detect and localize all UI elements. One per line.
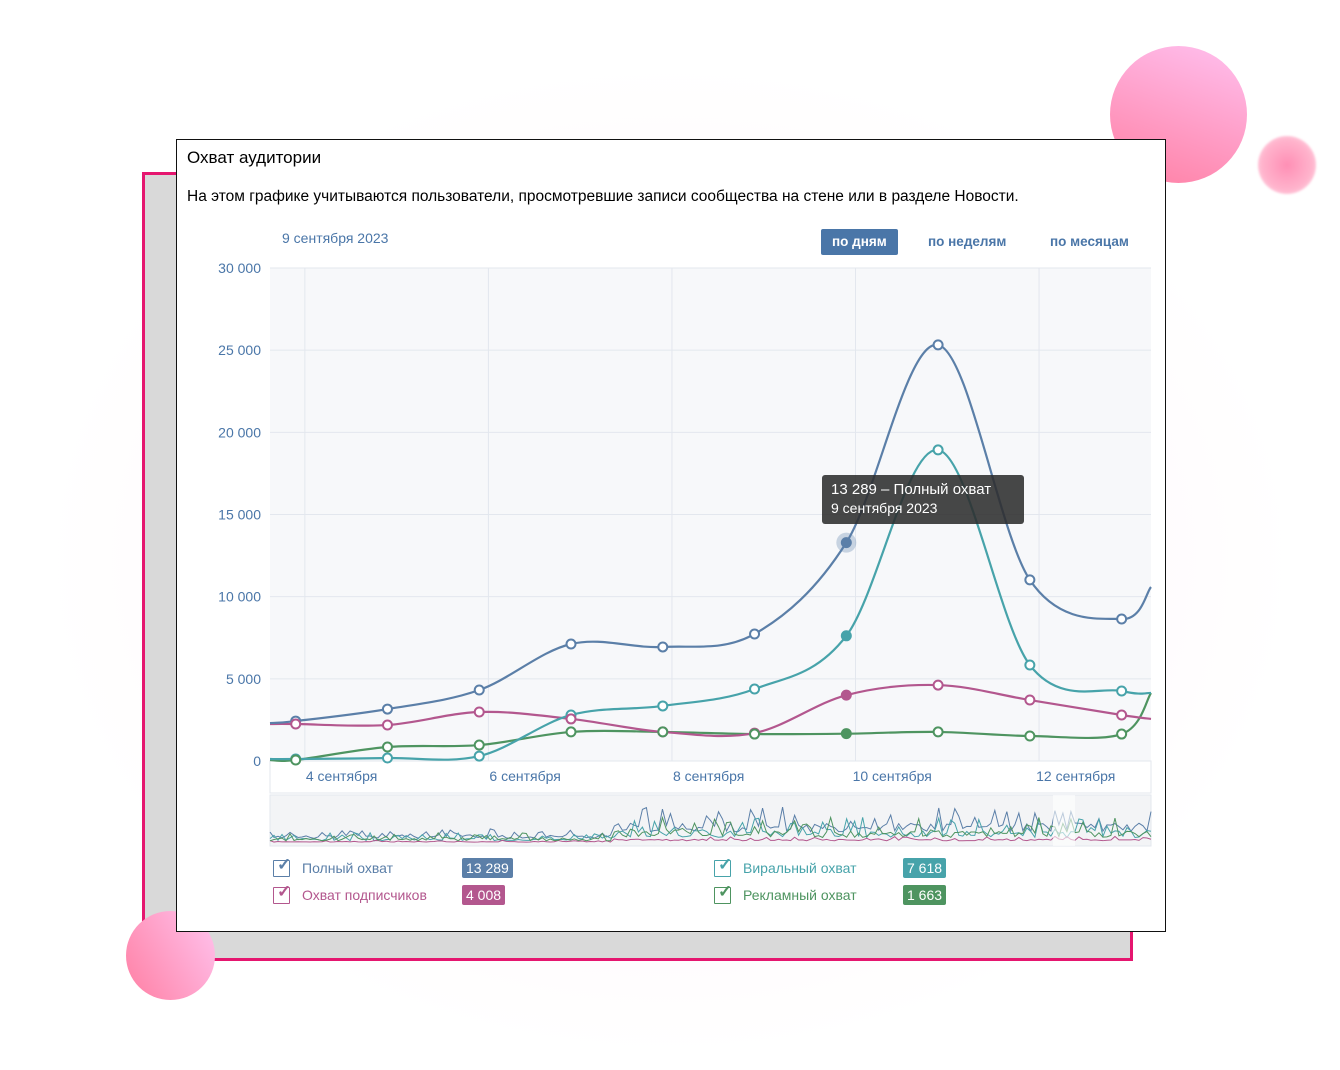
- data-point[interactable]: [840, 537, 852, 549]
- legend-checkbox[interactable]: ✓: [714, 882, 732, 904]
- data-point[interactable]: [1024, 730, 1036, 742]
- x-axis-band: [269, 760, 1152, 794]
- data-point[interactable]: [840, 630, 852, 642]
- legend-checkbox[interactable]: ✓: [714, 855, 732, 877]
- selected-date: 9 сентября 2023: [282, 230, 389, 246]
- legend-checkbox[interactable]: ✓: [273, 882, 291, 904]
- data-point[interactable]: [381, 703, 393, 715]
- data-point[interactable]: [1024, 694, 1036, 706]
- y-tick-label: 5 000: [226, 671, 261, 687]
- navigator-line: [269, 806, 1152, 840]
- data-point[interactable]: [565, 713, 577, 725]
- legend-label: Полный охват: [302, 860, 394, 876]
- tooltip-date: 9 сентября 2023: [831, 500, 938, 516]
- period-months-button[interactable]: по месяцам: [1050, 234, 1129, 249]
- x-tick-label: 10 сентября: [853, 768, 932, 784]
- navigator-line: [269, 815, 1152, 842]
- data-point[interactable]: [473, 739, 485, 751]
- data-point[interactable]: [840, 689, 852, 701]
- check-icon: ✓: [718, 854, 733, 874]
- legend-item[interactable]: ✓ Охват подписчиков 4 008: [273, 882, 506, 905]
- data-point[interactable]: [473, 706, 485, 718]
- card-title: Охват аудитории: [187, 148, 322, 167]
- legend-item[interactable]: ✓ Полный охват 13 289: [273, 855, 513, 878]
- tooltip-value: 13 289 – Полный охват: [831, 481, 992, 498]
- y-tick-label: 10 000: [218, 589, 261, 605]
- data-point[interactable]: [1116, 685, 1128, 697]
- data-point[interactable]: [932, 726, 944, 738]
- period-weeks-button[interactable]: по неделям: [928, 234, 1007, 249]
- data-point[interactable]: [657, 726, 669, 738]
- x-tick-label: 6 сентября: [489, 768, 560, 784]
- data-point[interactable]: [565, 638, 577, 650]
- data-point[interactable]: [1024, 659, 1036, 671]
- x-tick-label: 12 сентября: [1036, 768, 1115, 784]
- legend-label: Охват подписчиков: [302, 887, 427, 903]
- check-icon: ✓: [277, 854, 292, 874]
- legend-item[interactable]: ✓ Рекламный охват 1 663: [714, 882, 947, 905]
- data-point[interactable]: [749, 728, 761, 740]
- navigator-line: [269, 816, 1152, 842]
- legend-label: Виральный охват: [743, 860, 857, 876]
- data-point[interactable]: [1116, 728, 1128, 740]
- data-point[interactable]: [1116, 613, 1128, 625]
- y-tick-label: 15 000: [218, 507, 261, 523]
- audience-reach-card: Охват аудитории На этом графике учитываю…: [176, 139, 1166, 932]
- legend-value-badge: 1 663: [903, 885, 947, 905]
- data-point[interactable]: [749, 628, 761, 640]
- card-description: На этом графике учитываются пользователи…: [187, 188, 1019, 205]
- data-point[interactable]: [749, 683, 761, 695]
- data-point[interactable]: [1024, 574, 1036, 586]
- data-point[interactable]: [381, 741, 393, 753]
- data-point[interactable]: [840, 728, 852, 740]
- y-tick-label: 25 000: [218, 342, 261, 358]
- data-point[interactable]: [473, 750, 485, 762]
- period-days-button[interactable]: по дням: [821, 229, 898, 255]
- data-point[interactable]: [290, 718, 302, 730]
- data-point[interactable]: [1116, 709, 1128, 721]
- chart-tooltip: 13 289 – Полный охват 9 сентября 2023: [822, 475, 1024, 524]
- legend-value-badge: 13 289: [462, 858, 513, 878]
- navigator-handle[interactable]: [1053, 795, 1075, 846]
- y-tick-label: 30 000: [218, 260, 261, 276]
- legend-item[interactable]: ✓ Виральный охват 7 618: [714, 855, 947, 878]
- check-icon: ✓: [277, 881, 292, 901]
- x-tick-label: 4 сентября: [306, 768, 377, 784]
- decor-circle: [1258, 136, 1316, 194]
- y-tick-label: 0: [253, 753, 261, 769]
- legend-checkbox[interactable]: ✓: [273, 855, 291, 877]
- legend-value-badge: 4 008: [462, 885, 506, 905]
- navigator-line: [269, 835, 1152, 843]
- legend-label: Рекламный охват: [743, 887, 857, 903]
- check-icon: ✓: [718, 881, 733, 901]
- data-point[interactable]: [565, 726, 577, 738]
- data-point[interactable]: [657, 700, 669, 712]
- data-point[interactable]: [932, 339, 944, 351]
- y-tick-label: 20 000: [218, 424, 261, 440]
- data-point[interactable]: [473, 684, 485, 696]
- data-point[interactable]: [381, 719, 393, 731]
- data-point[interactable]: [657, 641, 669, 653]
- data-point[interactable]: [932, 679, 944, 691]
- legend-value-badge: 7 618: [903, 858, 947, 878]
- data-point[interactable]: [932, 444, 944, 456]
- data-point[interactable]: [290, 754, 302, 766]
- data-point[interactable]: [381, 752, 393, 764]
- x-tick-label: 8 сентября: [673, 768, 744, 784]
